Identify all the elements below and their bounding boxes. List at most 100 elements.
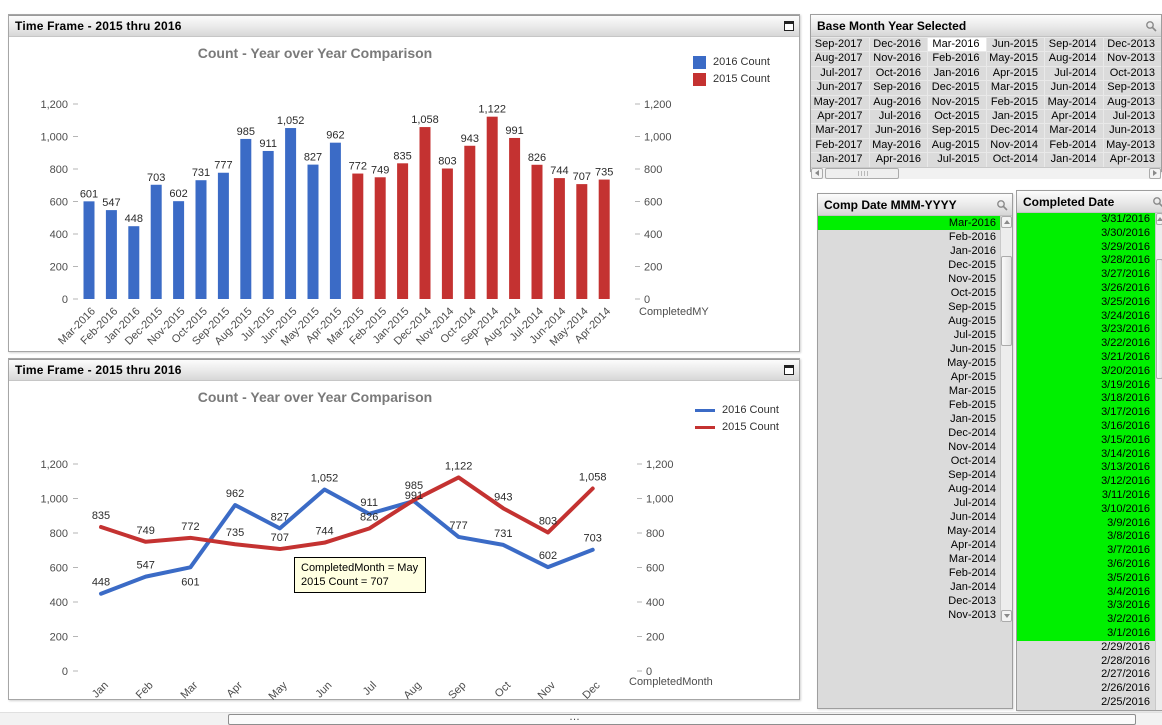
bar[interactable] [128, 226, 140, 299]
bar[interactable] [285, 128, 297, 299]
completed-date-value[interactable]: 3/6/2016 [1017, 557, 1156, 572]
base-month-value[interactable]: Jun-2014 [1045, 81, 1103, 95]
bar[interactable] [576, 184, 588, 299]
base-month-value[interactable]: Apr-2014 [1045, 109, 1103, 124]
completed-date-value[interactable]: 3/27/2016 [1017, 268, 1156, 282]
comp-date-value[interactable]: Nov-2014 [818, 440, 1000, 454]
comp-date-header[interactable]: Comp Date MMM-YYYY [818, 194, 1012, 216]
scrollbar-thumb[interactable] [825, 167, 899, 179]
base-month-value[interactable]: Aug-2016 [869, 95, 927, 109]
comp-date-value[interactable]: Mar-2016 [818, 216, 1000, 230]
base-month-value[interactable]: Nov-2016 [869, 52, 927, 66]
bar[interactable] [397, 163, 409, 299]
completed-date-value[interactable]: 3/19/2016 [1017, 378, 1156, 393]
search-icon[interactable] [996, 199, 1008, 211]
base-month-value[interactable]: Aug-2015 [928, 138, 986, 153]
comp-date-value[interactable]: Mar-2014 [818, 552, 1000, 566]
scrollbar-thumb[interactable] [1001, 256, 1012, 346]
comp-date-value[interactable]: Jul-2015 [818, 328, 1000, 342]
bar[interactable] [240, 138, 252, 299]
comp-date-value[interactable]: Aug-2014 [818, 482, 1000, 496]
base-month-value[interactable]: Apr-2017 [811, 109, 869, 124]
comp-date-value[interactable]: Jan-2016 [818, 244, 1000, 258]
completed-date-value[interactable]: 3/20/2016 [1017, 364, 1156, 379]
completed-date-value[interactable]: 3/11/2016 [1017, 488, 1156, 503]
base-month-value[interactable]: Oct-2013 [1103, 66, 1161, 81]
completed-date-value[interactable]: 3/2/2016 [1017, 613, 1156, 627]
completed-date-value[interactable]: 3/31/2016 [1017, 213, 1156, 227]
base-month-value[interactable]: Sep-2016 [869, 81, 927, 95]
completed-date-value[interactable]: 3/10/2016 [1017, 502, 1156, 517]
base-month-value[interactable]: Dec-2013 [1103, 38, 1161, 52]
comp-date-value[interactable]: Mar-2015 [818, 384, 1000, 398]
base-month-value[interactable]: Feb-2016 [928, 52, 986, 66]
bar[interactable] [307, 164, 319, 299]
base-month-value[interactable]: Aug-2017 [811, 52, 869, 66]
completed-date-value[interactable]: 3/13/2016 [1017, 461, 1156, 476]
bar[interactable] [441, 168, 453, 299]
comp-date-value[interactable]: Nov-2015 [818, 272, 1000, 286]
base-month-value[interactable]: Sep-2017 [811, 38, 869, 52]
bar[interactable] [195, 180, 207, 299]
comp-date-value[interactable]: Sep-2015 [818, 300, 1000, 314]
base-month-value[interactable]: Dec-2015 [928, 81, 986, 95]
comp-date-value[interactable]: Dec-2014 [818, 426, 1000, 440]
base-month-value[interactable]: Feb-2017 [811, 138, 869, 153]
bar[interactable] [419, 127, 431, 299]
completed-date-value[interactable]: 3/29/2016 [1017, 240, 1156, 255]
series-line[interactable] [99, 475, 595, 552]
scroll-up-button[interactable] [1156, 213, 1162, 225]
completed-date-value[interactable]: 2/29/2016 [1017, 640, 1156, 655]
window-caption[interactable]: Time Frame - 2015 thru 2016 [9, 359, 799, 381]
bar[interactable] [83, 201, 95, 299]
bar[interactable] [352, 173, 364, 299]
comp-date-value[interactable]: Feb-2015 [818, 398, 1000, 412]
page-scrollbar-thumb[interactable]: … [228, 711, 1136, 725]
base-month-value[interactable]: Oct-2016 [869, 66, 927, 81]
completed-date-value[interactable]: 3/9/2016 [1017, 516, 1156, 531]
bar[interactable] [262, 150, 274, 299]
comp-date-value[interactable]: Apr-2014 [818, 538, 1000, 552]
comp-date-value[interactable]: Nov-2013 [818, 608, 1000, 622]
base-month-value[interactable]: Jan-2015 [986, 109, 1044, 124]
completed-date-value[interactable]: 3/28/2016 [1017, 254, 1156, 269]
bar[interactable] [329, 142, 341, 299]
completed-date-value[interactable]: 3/3/2016 [1017, 599, 1156, 614]
completed-date-value[interactable]: 3/18/2016 [1017, 392, 1156, 407]
base-month-value[interactable]: Nov-2014 [986, 138, 1044, 153]
comp-date-value[interactable]: Jun-2015 [818, 342, 1000, 356]
completed-date-value[interactable]: 3/21/2016 [1017, 350, 1156, 365]
base-month-value[interactable]: Jul-2015 [928, 153, 986, 167]
completed-date-value[interactable]: 3/8/2016 [1017, 530, 1156, 545]
window-caption[interactable]: Time Frame - 2015 thru 2016 [9, 15, 799, 37]
base-month-value[interactable]: Mar-2016 [928, 38, 986, 52]
comp-date-value[interactable]: Sep-2014 [818, 468, 1000, 482]
comp-date-value[interactable]: Jan-2015 [818, 412, 1000, 426]
base-month-value[interactable]: May-2017 [811, 95, 869, 109]
base-month-value[interactable]: Jul-2014 [1045, 66, 1103, 81]
base-month-value[interactable]: Jun-2017 [811, 81, 869, 95]
comp-date-value[interactable]: Jan-2014 [818, 580, 1000, 594]
comp-date-value[interactable]: Oct-2014 [818, 454, 1000, 468]
base-month-value[interactable]: May-2016 [869, 138, 927, 153]
search-icon[interactable] [1152, 196, 1162, 208]
base-month-value[interactable]: Jul-2013 [1103, 109, 1161, 124]
scroll-up-button[interactable] [1001, 216, 1012, 228]
base-month-value[interactable]: Jul-2016 [869, 109, 927, 124]
base-month-value[interactable]: Sep-2013 [1103, 81, 1161, 95]
bar[interactable] [486, 116, 498, 299]
completed-date-value[interactable]: 3/7/2016 [1017, 544, 1156, 558]
series-line[interactable] [99, 487, 595, 596]
bar[interactable] [173, 201, 185, 299]
scrollbar-thumb[interactable] [1156, 259, 1162, 379]
search-icon[interactable] [1145, 20, 1157, 32]
completed-date-value[interactable]: 3/14/2016 [1017, 447, 1156, 462]
base-month-value[interactable]: May-2013 [1103, 138, 1161, 153]
scroll-right-button[interactable] [1149, 167, 1161, 179]
base-month-header[interactable]: Base Month Year Selected [811, 15, 1161, 37]
base-month-value[interactable]: Feb-2015 [986, 95, 1044, 109]
comp-date-value[interactable]: Jun-2014 [818, 510, 1000, 524]
completed-date-value[interactable]: 3/16/2016 [1017, 419, 1156, 434]
base-month-value[interactable]: Jun-2016 [869, 124, 927, 138]
bar[interactable] [374, 177, 386, 299]
